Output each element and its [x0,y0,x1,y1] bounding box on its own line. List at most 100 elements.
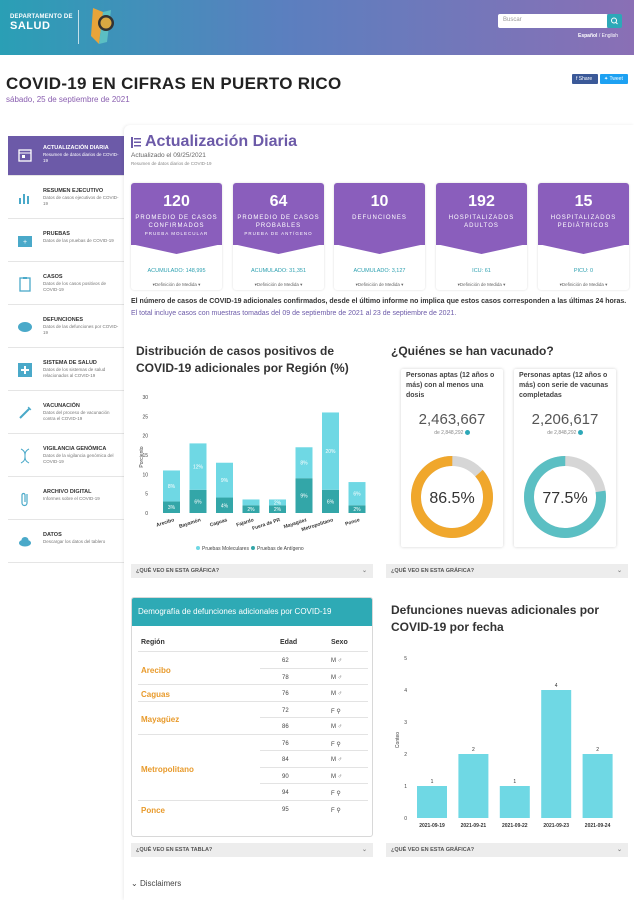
bar [541,690,572,818]
bar-data-label: 4 [555,683,558,689]
deaths-bar-chart: 0 1 2 3 4 5 Conteo 1 2021-09-19 2 2021-09-21 1 2021-… [395,656,613,829]
sex-cell: M ♂ [331,757,343,763]
sidebar-item-desc: Datos del proceso de vacunación contra e… [43,410,110,421]
sidebar-item-8[interactable]: VIGILANCIA GENÓMICA Datos de la vigilanci… [8,437,124,477]
sidebar-item-title: VIGILANCIA GENÓMICA [43,446,107,452]
deaths-chart-title-line2: COVID-19 por fecha [391,620,504,634]
row-divider [260,766,368,768]
definition-toggle[interactable]: ▾Definición de Medida ▾ [152,282,201,287]
age-cell: 72 [282,707,289,714]
y-tick-label: 1 [404,784,407,790]
definition-toggle[interactable]: ▾Definición de Medida ▾ [559,282,608,287]
sidebar-item-desc: Datos de los sistemas de salud relaciona… [43,367,106,378]
group-divider [138,733,368,735]
facebook-icon: f [576,76,579,82]
region-chart-accordion-label: ¿QUÉ VEO EN ESTA GRÁFICA? [136,568,220,574]
sidebar-item-10[interactable]: DATOS Descargar los datos del tablero [8,523,124,563]
sidebar-item-title: RESUMEN EJECUTIVO [43,188,104,194]
definition-toggle[interactable]: ▾Definición de Medida ▾ [457,282,506,287]
legend-marker [251,546,255,550]
age-cell: 76 [282,691,289,697]
sidebar-item-desc: Datos de las pruebas de COVID-19 [43,238,114,243]
eligible-total: de 2,848,292 [401,430,503,436]
bar-data-label: 2% [247,507,255,513]
sidebar-item-title: CASOS [43,274,63,280]
paperclip-icon [21,492,28,507]
sidebar-item-title: SISTEMA DE SALUD [43,360,97,366]
stat-value: 120 [163,193,190,210]
bar-data-label: 9% [221,478,229,484]
bar-data-label: 1 [431,779,434,785]
donut-percent: 86.5% [429,490,474,507]
vaccination-accordion[interactable]: ¿QUÉ VEO EN ESTA GRÁFICA? ⌄ [386,564,628,578]
sidebar-item-1[interactable]: ACTUALIZACIÓN DIARIA Resumen de datos dia… [8,136,124,176]
sidebar-item-3[interactable]: + PRUEBAS Datos de las pruebas de COVID-19 [8,222,124,262]
disclaimers-label: Disclaimers [139,879,182,888]
bar-segment [322,412,339,490]
bar-segment [348,482,366,506]
stat-accumulated: ACUMULADO: 148,995 [147,268,206,274]
row-divider [260,783,368,784]
bar-data-label: 2% [274,500,282,506]
y-tick-label: 2 [404,752,407,758]
sidebar-item-7[interactable]: VACUNACIÓN Datos del proceso de vacunació… [8,394,124,434]
info-icon[interactable] [577,430,583,436]
definition-toggle[interactable]: ▾Definición de Medida ▾ [355,282,404,287]
bar-segment [163,470,180,502]
bar [458,754,489,818]
region-cell: Mayagüez [141,715,180,724]
svg-text:+: + [23,239,27,246]
x-tick-label: Ponce [344,517,360,527]
disclaimers-toggle[interactable]: ⌄ Disclaimers [131,879,181,888]
donut-chart: 86.5% [411,456,493,538]
stat-value: 64 [269,193,288,210]
age-cell: 78 [282,674,289,681]
department-logo-text[interactable]: DEPARTAMENTO DE SALUD [10,13,73,32]
lang-en-link[interactable]: English [601,33,619,39]
facebook-share-button[interactable]: f Share [572,74,598,84]
sidebar-item-2[interactable]: RESUMEN EJECUTIVO Datos de casos ejecutiv… [8,179,124,219]
sidebar-item-9[interactable]: ARCHIVO DIGITAL Informes sobre el COVID-1… [8,480,124,520]
definition-toggle[interactable]: ▾Definición de Medida ▾ [254,282,303,287]
region-chart-title-line1: Distribución de casos positivos de [136,344,335,358]
search-input[interactable]: Buscar [498,14,608,28]
legend-marker [196,546,200,550]
facebook-share-label: Share [578,76,593,82]
section-title: Actualización Diaria [145,133,298,150]
sex-cell: F ⚲ [331,708,341,715]
vaccination-title: ¿Quiénes se han vacunado? [391,344,554,358]
info-icon[interactable] [464,430,470,436]
donut-chart: 77.5% [524,456,606,538]
eligible-total: de 2,848,292 [514,430,616,436]
region-cell: Arecibo [141,665,171,675]
region-chart-accordion[interactable]: ¿QUÉ VEO EN ESTA GRÁFICA? ⌄ [131,564,373,578]
sidebar-item-4[interactable]: CASOS Datos de los casos positivos de COV… [8,265,124,305]
eligible-total-text: de 2,848,292 [434,430,465,436]
twitter-share-label: Tweet [609,76,623,82]
sidebar-item-desc: Datos de las defunciones por COVID-19 [43,324,119,335]
legend-label: Pruebas de Antígeno [257,546,304,552]
sidebar-item-5[interactable]: DEFUNCIONES Datos de las defunciones por … [8,308,124,348]
lang-es-link[interactable]: Español [578,33,598,39]
bar-data-label: 8% [300,461,308,467]
stat-card-notch [436,244,527,254]
bar-segment [269,505,286,513]
sidebar-item-desc: Descargar los datos del tablero [43,539,106,544]
deaths-chart-accordion[interactable]: ¿QUÉ VEO EN ESTA GRÁFICA? ⌄ [386,843,628,857]
donut-fill [411,456,493,538]
stat-card-header [131,183,222,245]
search-button[interactable] [607,14,622,28]
y-axis-label: Conteo [395,732,401,748]
x-tick-label: 2021-09-19 [419,823,445,829]
test-kit-icon: + [18,236,32,247]
sidebar-item-desc: Datos de la vigilancia genómica del COVI… [43,453,114,464]
x-tick-label: Bayamón [178,517,201,530]
stat-card-notch [233,244,324,254]
sidebar-item-6[interactable]: SISTEMA DE SALUD Datos de los sistemas de… [8,351,124,391]
sex-cell: M ♂ [331,724,343,730]
group-divider [138,799,368,801]
table-accordion[interactable]: ¿QUÉ VEO EN ESTA TABLA? ⌄ [131,843,373,857]
legend-label: Pruebas Moleculares [202,546,249,552]
bar-data-label: 12% [193,465,204,471]
twitter-share-button[interactable]: ✦ Tweet [600,74,628,84]
